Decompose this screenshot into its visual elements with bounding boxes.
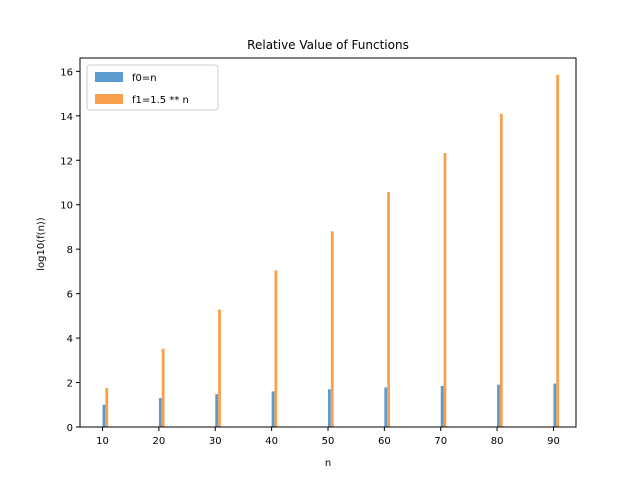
bar-series-1-60 [387,192,390,427]
x-axis-label: n [325,458,331,469]
bar-series-0-10 [102,404,106,427]
bar-series-1-80 [499,113,503,427]
bar-series-0-20 [158,398,162,427]
x-tick-label-70: 70 [434,436,447,447]
x-tick-label-30: 30 [209,436,222,447]
legend-swatch-1 [95,94,123,104]
y-tick-label-2: 2 [67,379,73,390]
x-tick-label-80: 80 [491,436,504,447]
legend-label-0: f0=n [132,73,157,84]
plot-area: 10 20 30 40 50 60 70 80 90 0 2 4 6 8 10 12 14 16 [60,57,577,447]
y-tick-label-0: 0 [67,423,73,434]
x-tick-label-20: 20 [153,436,166,447]
bar-series-1-40 [274,270,278,427]
bar-series-0-70 [440,385,444,427]
x-tick-label-60: 60 [378,436,391,447]
bar-series-1-70 [443,152,447,427]
y-tick-label-12: 12 [60,156,73,167]
legend-label-1: f1=1.5 ** n [132,95,189,106]
bar-series-1-10 [105,387,109,427]
x-tick-label-90: 90 [547,436,560,447]
y-tick-label-16: 16 [60,67,73,78]
y-tick-label-8: 8 [67,245,73,256]
x-tick-label-40: 40 [265,436,278,447]
chart-title: Relative Value of Functions [247,38,409,52]
bar-series-0-60 [384,387,388,427]
x-tick-label-10: 10 [96,436,109,447]
bar-series-0-80 [497,384,500,427]
bar-series-1-30 [218,309,221,427]
x-tick-label-50: 50 [322,436,335,447]
bar-series-0-50 [328,389,331,427]
y-tick-label-10: 10 [60,201,73,212]
bar-series-0-40 [271,391,275,427]
y-tick-label-14: 14 [60,112,73,123]
y-axis-label: log10(f(n)) [36,217,47,271]
legend-swatch-0 [95,72,123,82]
y-tick-label-4: 4 [67,334,73,345]
legend: f0=n f1=1.5 ** n [86,64,219,111]
bar-series-1-20 [161,348,165,427]
y-tick-label-6: 6 [67,290,73,301]
bar-series-0-30 [215,394,219,427]
bar-series-0-90 [553,383,557,427]
bar-series-1-50 [330,231,334,427]
bar-series-1-90 [556,74,560,428]
